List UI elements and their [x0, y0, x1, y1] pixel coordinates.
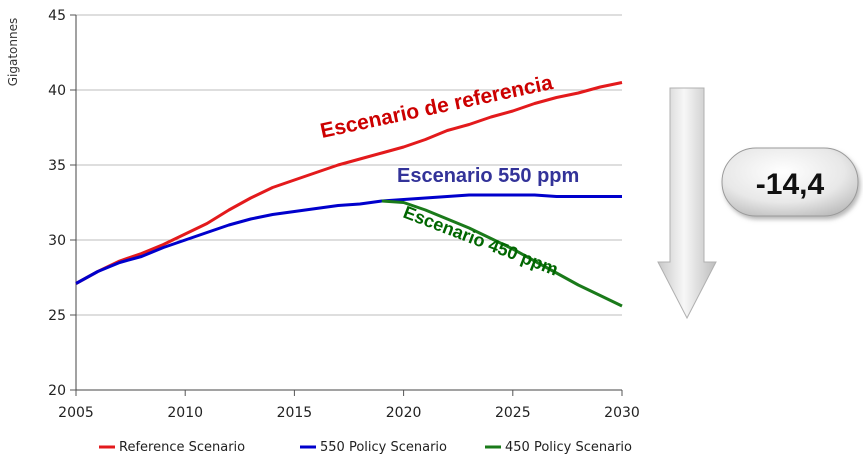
x-tick-label: 2015 [277, 405, 313, 421]
x-tick-label: 2020 [386, 405, 422, 421]
series-lines [75, 81, 623, 308]
annotation-550: Escenario 550 ppm [397, 165, 579, 187]
y-tick-label: 35 [48, 158, 66, 174]
x-tick-label: 2005 [58, 405, 94, 421]
series-line-0 [75, 81, 623, 285]
y-tick-label: 25 [48, 308, 66, 324]
reduction-value: -14,4 [756, 168, 825, 201]
annotation-reference: Escenario de referencia [318, 71, 555, 143]
y-axis-ticks: 20 25 30 35 40 45 [48, 8, 76, 399]
y-tick-label: 40 [48, 83, 66, 99]
series-line-1 [75, 193, 622, 285]
y-tick-label: 45 [48, 8, 66, 24]
axes [75, 15, 622, 391]
x-tick-label: 2030 [604, 405, 640, 421]
legend-label: 550 Policy Scenario [320, 440, 447, 455]
y-axis-label: Gigatonnes [6, 18, 20, 87]
x-tick-label: 2010 [167, 405, 203, 421]
y-tick-label: 30 [48, 233, 66, 249]
annotation-450: Escenario 450 ppm [401, 202, 561, 279]
reduction-arrow [657, 87, 717, 320]
y-tick-label: 20 [48, 383, 66, 399]
series-line-2 [381, 199, 623, 308]
legend: Reference Scenario 550 Policy Scenario 450… [99, 440, 632, 455]
x-axis-ticks: 2005 2010 2015 2020 2025 2030 [58, 390, 640, 421]
reduction-badge [721, 147, 859, 217]
legend-label: Reference Scenario [119, 440, 245, 455]
gridlines [76, 14, 622, 316]
x-tick-label: 2025 [495, 405, 531, 421]
legend-label: 450 Policy Scenario [505, 440, 632, 455]
